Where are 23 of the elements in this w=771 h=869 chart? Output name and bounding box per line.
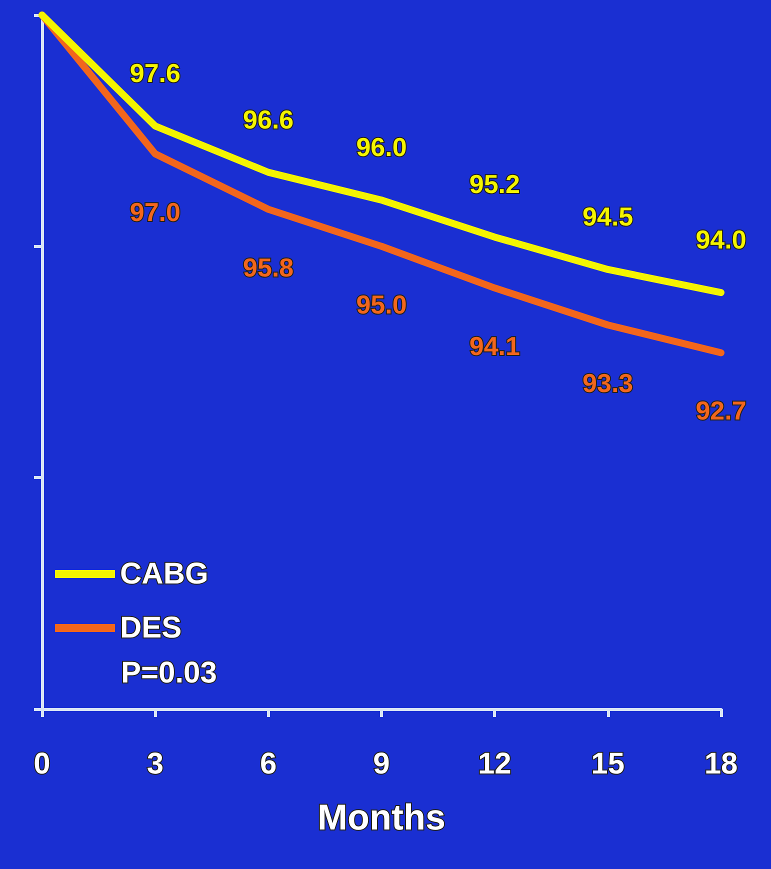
- x-tick-label: 12: [478, 748, 512, 780]
- data-label: 95.8: [243, 252, 294, 282]
- annotation: P=0.03: [121, 656, 217, 690]
- data-label: 96.6: [243, 104, 294, 134]
- x-tick-label: 9: [373, 748, 390, 780]
- data-label: 94.5: [582, 201, 634, 232]
- x-tick-label: 18: [704, 748, 738, 780]
- data-label: 96.0: [356, 132, 407, 162]
- legend-label: CABG: [120, 558, 208, 590]
- data-label: 97.6: [130, 58, 180, 88]
- data-label: 94.1: [469, 330, 520, 361]
- x-tick-label: 3: [146, 748, 164, 780]
- data-label: 94.0: [696, 224, 746, 255]
- x-axis-title: Months: [318, 796, 446, 838]
- data-label: 93.3: [582, 368, 634, 398]
- legend-label: DES: [120, 612, 182, 644]
- data-label: 95.2: [469, 169, 520, 200]
- data-label: 95.0: [356, 289, 407, 320]
- x-tick-label: 6: [260, 748, 277, 780]
- x-tick-label: 15: [591, 748, 625, 780]
- x-tick-label: 0: [34, 748, 50, 780]
- data-label: 97.0: [130, 196, 180, 227]
- data-label: 92.7: [696, 396, 746, 426]
